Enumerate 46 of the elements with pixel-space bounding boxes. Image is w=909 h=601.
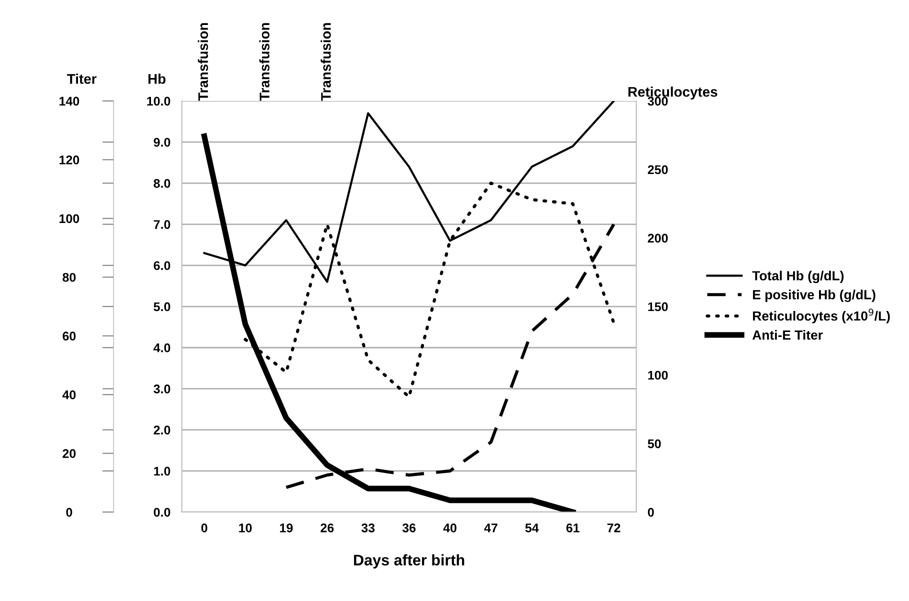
y-tick-label: 6.0 bbox=[154, 261, 170, 270]
x-tick-label: 19 bbox=[280, 523, 293, 532]
y-tick-label: 10.0 bbox=[147, 96, 170, 106]
x-tick-label: 33 bbox=[361, 523, 375, 532]
x-tick-label: 0 bbox=[201, 523, 208, 532]
text: Transfusion bbox=[198, 23, 208, 101]
x-tick-label: 54 bbox=[525, 524, 539, 532]
y3-tick-label: 60 bbox=[62, 332, 76, 341]
text: Transfusion bbox=[259, 23, 270, 101]
y3-tick-label: 40 bbox=[62, 390, 76, 400]
y-tick-label: 1.0 bbox=[154, 466, 170, 476]
y3-tick-label: 100 bbox=[60, 214, 80, 224]
y2-tick-label: 150 bbox=[648, 302, 668, 312]
y-tick-label: 9.0 bbox=[154, 138, 170, 147]
x-tick-label: 47 bbox=[484, 524, 498, 532]
y3-axis-title: Titer bbox=[67, 74, 97, 84]
y-tick-label: 2.0 bbox=[154, 426, 170, 434]
y2-tick-label: 0 bbox=[648, 508, 654, 517]
legend-label: Reticulocytes (x10$^{9}$/L) bbox=[753, 308, 890, 324]
y3-tick-label: 0 bbox=[66, 508, 72, 517]
legend-label: Anti-E Titer bbox=[752, 330, 823, 340]
y-tick-label: 0.0 bbox=[154, 508, 170, 517]
y-tick-label: 4.0 bbox=[154, 343, 170, 352]
x-axis-title: Days after birth bbox=[354, 554, 464, 568]
x-tick-label: 61 bbox=[566, 523, 580, 532]
y3-tick-label: 140 bbox=[60, 96, 80, 106]
x-tick-label: 40 bbox=[443, 523, 456, 532]
y3-tick-label: 120 bbox=[60, 155, 80, 164]
x-tick-label: 36 bbox=[402, 523, 416, 532]
text: Transfusion bbox=[320, 23, 331, 101]
y3-tick-label: 80 bbox=[62, 272, 76, 282]
legend-label: E positive Hb (g/dL) bbox=[753, 290, 876, 302]
y3-tick-label: 20 bbox=[62, 449, 76, 458]
x-tick-label: 26 bbox=[320, 523, 334, 532]
x-tick-label: 72 bbox=[607, 523, 620, 532]
legend-label: Total Hb (g/dL) bbox=[752, 270, 844, 284]
y-axis-title: Hb bbox=[148, 74, 166, 84]
x-tick-label: 10 bbox=[239, 523, 252, 532]
y2-tick-label: 100 bbox=[648, 370, 668, 380]
y-tick-label: 5.0 bbox=[154, 302, 170, 312]
y2-tick-label: 250 bbox=[648, 165, 668, 174]
y-tick-label: 7.0 bbox=[154, 220, 170, 229]
y2-tick-label: 50 bbox=[648, 439, 661, 448]
y-tick-label: 3.0 bbox=[154, 384, 170, 394]
y-tick-label: 8.0 bbox=[154, 178, 170, 188]
y2-tick-label: 200 bbox=[648, 234, 668, 243]
